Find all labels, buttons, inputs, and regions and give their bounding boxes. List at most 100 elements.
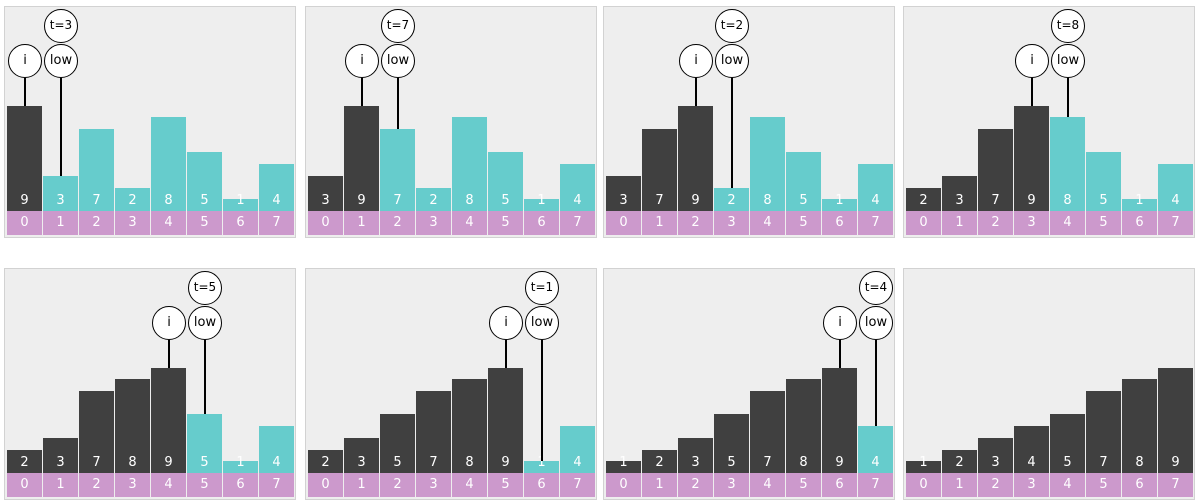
bar-value-label: 8 <box>164 193 173 208</box>
array-index-label: 4 <box>452 211 488 235</box>
i-pointer-line <box>168 340 170 368</box>
bar-value-label: 5 <box>393 455 402 470</box>
array-index-label: 7 <box>858 473 894 497</box>
t-temp-value-marker: t=1 <box>525 271 559 305</box>
value-bar: 8 <box>750 117 786 211</box>
bar-value-label: 8 <box>763 193 772 208</box>
value-bar: 2 <box>115 188 151 211</box>
value-bar: 3 <box>606 176 642 211</box>
low-pointer-marker: low <box>1051 44 1085 78</box>
bar-value-label: 1 <box>1135 193 1144 208</box>
value-bar: 2 <box>7 450 43 473</box>
array-index-label: 1 <box>43 211 79 235</box>
sort-step-panel: 9 0 3 1 7 2 2 3 8 4 5 5 1 6 4 7 i low t=3 <box>4 6 296 238</box>
value-bar: 4 <box>1158 164 1194 211</box>
i-pointer-marker: i <box>679 44 713 78</box>
bar-value-label: 1 <box>537 455 546 470</box>
i-pointer-line <box>505 340 507 368</box>
i-pointer-line <box>695 78 697 106</box>
bar-value-label: 3 <box>321 193 330 208</box>
t-temp-value-marker: t=7 <box>381 9 415 43</box>
value-bar: 1 <box>524 456 560 473</box>
value-bar: 5 <box>1086 152 1122 211</box>
i-pointer-marker: i <box>1015 44 1049 78</box>
bar-value-label: 9 <box>501 455 510 470</box>
array-index-label: 0 <box>906 211 942 235</box>
value-bar: 7 <box>416 391 452 473</box>
array-index-label: 5 <box>1086 473 1122 497</box>
i-pointer-marker: i <box>489 306 523 340</box>
low-pointer-marker: low <box>188 306 222 340</box>
value-bar: 1 <box>223 456 259 473</box>
low-pointer-marker: low <box>44 44 78 78</box>
value-bar: 4 <box>259 426 295 473</box>
bar-value-label: 3 <box>991 455 1000 470</box>
value-bar: 3 <box>942 176 978 211</box>
bar-value-label: 2 <box>919 193 928 208</box>
bar-value-label: 2 <box>727 193 736 208</box>
bar-value-label: 1 <box>537 193 546 208</box>
array-index-label: 1 <box>642 211 678 235</box>
bar-value-label: 9 <box>1027 193 1036 208</box>
bar-value-label: 1 <box>236 193 245 208</box>
value-bar: 5 <box>187 152 223 211</box>
value-bar: 8 <box>786 379 822 473</box>
array-index-label: 7 <box>1158 473 1194 497</box>
value-bar: 1 <box>906 456 942 473</box>
array-index-label: 2 <box>79 211 115 235</box>
array-index-label: 4 <box>750 473 786 497</box>
bar-value-label: 5 <box>501 193 510 208</box>
value-bar: 5 <box>187 414 223 473</box>
bar-value-label: 4 <box>1171 193 1180 208</box>
array-index-label: 3 <box>115 473 151 497</box>
low-pointer-marker: low <box>715 44 749 78</box>
low-pointer-marker: low <box>525 306 559 340</box>
array-index-label: 5 <box>488 473 524 497</box>
i-pointer-marker: i <box>823 306 857 340</box>
low-pointer-marker: low <box>859 306 893 340</box>
bar-value-label: 2 <box>429 193 438 208</box>
array-index-label: 2 <box>380 211 416 235</box>
array-index-label: 2 <box>678 473 714 497</box>
array-index-label: 2 <box>978 211 1014 235</box>
array-index-label: 2 <box>978 473 1014 497</box>
value-bar: 1 <box>606 456 642 473</box>
array-index-label: 1 <box>942 211 978 235</box>
value-bar: 5 <box>488 152 524 211</box>
t-temp-value-marker: t=3 <box>44 9 78 43</box>
t-temp-value-marker: t=5 <box>188 271 222 305</box>
array-index-label: 7 <box>259 473 295 497</box>
bar-value-label: 1 <box>919 455 928 470</box>
bar-value-label: 8 <box>465 193 474 208</box>
low-pointer-line <box>204 340 206 414</box>
value-bar: 5 <box>1050 414 1086 473</box>
array-index-label: 0 <box>308 211 344 235</box>
value-bar: 9 <box>151 368 187 473</box>
bar-value-label: 9 <box>1171 455 1180 470</box>
bar-value-label: 8 <box>128 455 137 470</box>
i-pointer-line <box>1031 78 1033 106</box>
low-pointer-line <box>875 340 877 426</box>
value-bar: 7 <box>1086 391 1122 473</box>
bar-value-label: 4 <box>272 455 281 470</box>
bar-value-label: 8 <box>465 455 474 470</box>
bar-value-label: 3 <box>955 193 964 208</box>
array-index-label: 0 <box>7 211 43 235</box>
value-bar: 9 <box>7 106 43 211</box>
array-index-label: 6 <box>822 473 858 497</box>
bar-value-label: 9 <box>835 455 844 470</box>
value-bar: 7 <box>79 391 115 473</box>
bar-value-label: 7 <box>763 455 772 470</box>
bar-value-label: 9 <box>164 455 173 470</box>
value-bar: 2 <box>942 450 978 473</box>
value-bar: 2 <box>906 188 942 211</box>
sort-step-panel: 1 0 2 1 3 2 5 3 7 4 8 5 9 6 4 7 i low t=4 <box>603 268 895 500</box>
array-index-label: 4 <box>452 473 488 497</box>
array-index-label: 0 <box>606 473 642 497</box>
low-pointer-line <box>60 78 62 176</box>
sort-step-panel: 2 0 3 1 5 2 7 3 8 4 9 5 1 6 4 7 i low t=1 <box>305 268 597 500</box>
value-bar: 8 <box>115 379 151 473</box>
array-index-label: 7 <box>560 211 596 235</box>
